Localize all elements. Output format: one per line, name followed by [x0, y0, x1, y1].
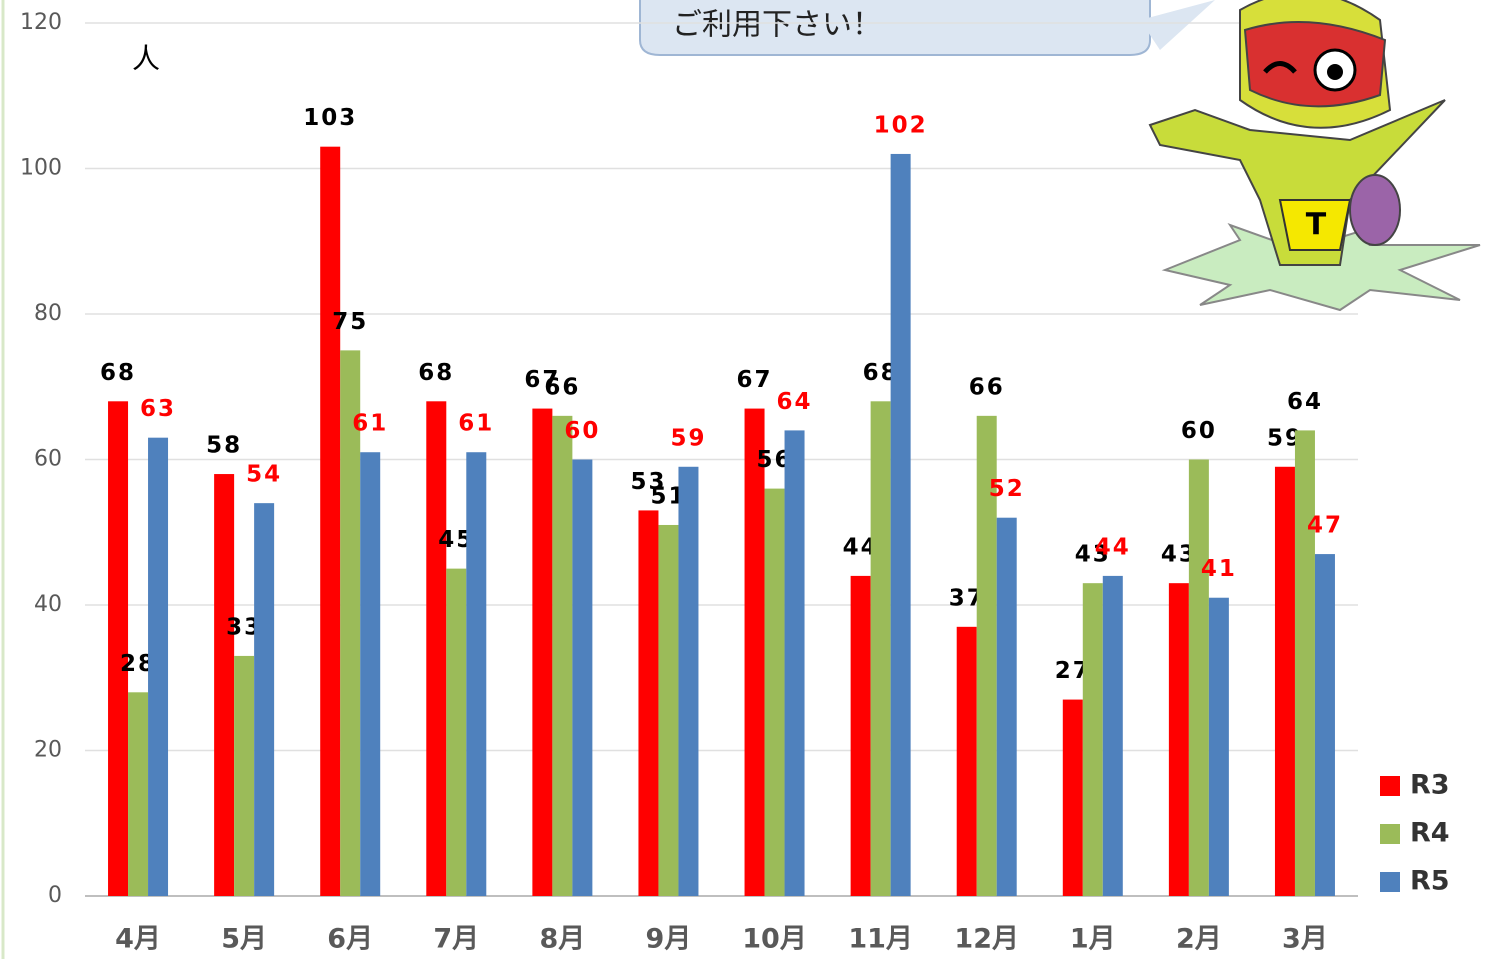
bar — [1083, 583, 1103, 896]
legend-label: R3 — [1410, 770, 1450, 801]
value-label: 61 — [458, 411, 494, 437]
value-label: 63 — [140, 396, 176, 422]
x-tick-label: 1月 — [1070, 924, 1116, 955]
bar — [128, 692, 148, 896]
value-label: 54 — [246, 462, 282, 488]
chart: 人 ご利用下さい！ 0204060801001204月6828635月58335… — [0, 0, 1486, 959]
bar — [1315, 554, 1335, 896]
bar — [426, 401, 446, 896]
value-label: 66 — [969, 374, 1005, 400]
bar — [214, 474, 234, 896]
x-tick-label: 9月 — [646, 924, 692, 955]
value-label: 60 — [1181, 418, 1217, 444]
mascot: T — [1150, 0, 1480, 310]
x-tick-label: 6月 — [327, 924, 373, 955]
value-label: 44 — [1095, 534, 1131, 560]
x-tick-label: 4月 — [115, 924, 161, 955]
value-label: 67 — [737, 367, 773, 393]
x-tick-label: 12月 — [954, 924, 1019, 955]
legend-swatch — [1380, 872, 1400, 892]
bar — [320, 147, 340, 896]
value-label: 103 — [303, 105, 357, 131]
bar — [446, 569, 466, 896]
bar — [360, 452, 380, 896]
y-tick-label: 60 — [34, 447, 62, 472]
legend-swatch — [1380, 824, 1400, 844]
bar — [851, 576, 871, 896]
bar — [1063, 700, 1083, 896]
legend-swatch — [1380, 776, 1400, 796]
y-tick-label: 120 — [20, 10, 62, 35]
bar — [957, 627, 977, 896]
bar — [765, 489, 785, 896]
x-tick-label: 7月 — [433, 924, 479, 955]
value-label: 61 — [352, 411, 388, 437]
x-tick-label: 11月 — [848, 924, 913, 955]
unit-label: 人 — [132, 42, 160, 75]
bar — [108, 401, 128, 896]
x-tick-label: 3月 — [1282, 924, 1328, 955]
x-tick-label: 8月 — [539, 924, 585, 955]
bar — [891, 154, 911, 896]
annotation: ご利用下さい！ — [672, 8, 882, 43]
y-tick-label: 100 — [20, 156, 62, 181]
value-label: 52 — [989, 476, 1025, 502]
bar — [997, 518, 1017, 896]
bar — [552, 416, 572, 896]
bar — [638, 510, 658, 896]
value-label: 68 — [418, 360, 454, 386]
bar — [234, 656, 254, 896]
bar — [148, 438, 168, 896]
value-label: 75 — [332, 309, 368, 335]
legend-label: R4 — [1410, 818, 1450, 849]
value-label: 66 — [544, 374, 580, 400]
value-label: 64 — [1287, 389, 1323, 415]
x-tick-label: 2月 — [1176, 924, 1222, 955]
value-label: 60 — [564, 418, 600, 444]
bar — [1209, 598, 1229, 896]
bar — [254, 503, 274, 896]
bar — [678, 467, 698, 896]
y-tick-label: 80 — [34, 301, 62, 326]
x-tick-label: 10月 — [742, 924, 807, 955]
bar — [1169, 583, 1189, 896]
bar — [658, 525, 678, 896]
svg-text:T: T — [1306, 208, 1327, 243]
bar — [1189, 460, 1209, 897]
speech-bubble: ご利用下さい！ — [640, 0, 1215, 55]
value-label: 47 — [1307, 513, 1343, 539]
bar — [871, 401, 891, 896]
legend-label: R5 — [1410, 866, 1450, 897]
bar — [532, 409, 552, 896]
x-tick-label: 5月 — [221, 924, 267, 955]
y-tick-label: 20 — [34, 738, 62, 763]
value-label: 41 — [1201, 556, 1237, 582]
bar — [1275, 467, 1295, 896]
y-tick-label: 0 — [48, 883, 62, 908]
value-label: 68 — [100, 360, 136, 386]
bar — [1103, 576, 1123, 896]
value-label: 58 — [206, 433, 242, 459]
value-label: 64 — [777, 389, 813, 415]
y-tick-label: 40 — [34, 592, 62, 617]
bar — [785, 430, 805, 896]
bar — [745, 409, 765, 896]
bar — [466, 452, 486, 896]
bar — [572, 460, 592, 897]
bar — [1295, 430, 1315, 896]
value-label: 102 — [874, 112, 928, 138]
value-label: 59 — [670, 425, 706, 451]
